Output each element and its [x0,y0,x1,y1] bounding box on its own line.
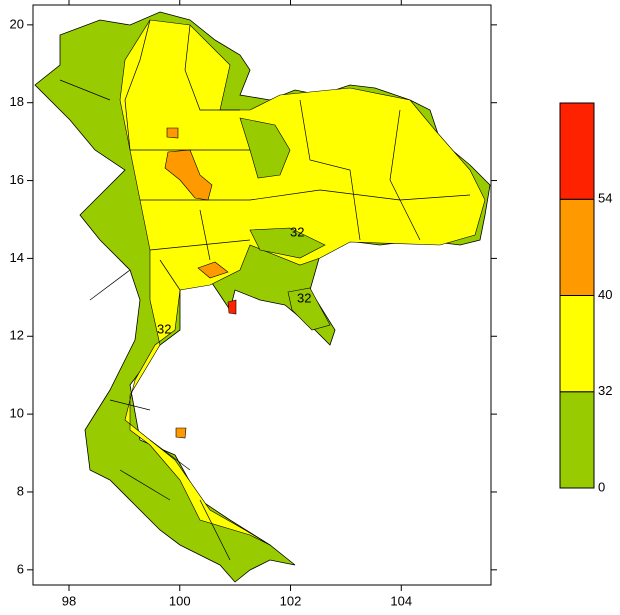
y-tick-label: 16 [10,172,24,187]
map-land [34,11,491,583]
plot-frame [32,4,492,586]
colorbar-bin [559,391,595,489]
y-tick-label: 18 [10,94,24,109]
colorbar-label: 0 [598,479,605,494]
region-orange [197,261,229,279]
y-tick-label: 14 [10,250,24,265]
region-yellow [119,19,486,546]
colorbar-bin [559,102,595,200]
contour-label: 32 [290,224,304,239]
region-green [249,227,326,259]
province-borders [59,19,471,561]
y-tick-label: 12 [10,328,24,343]
contour-label: 32 [157,321,171,336]
region-orange [166,127,179,139]
colorbar-label: 32 [598,383,612,398]
colorbar-bin [559,198,595,296]
y-tick-label: 8 [17,483,24,498]
region-red [227,299,237,315]
x-tick-label: 104 [390,593,412,608]
x-tick-label: 100 [169,593,191,608]
region-orange [175,427,187,439]
colorbar-label: 40 [598,287,612,302]
x-tick-label: 102 [280,593,302,608]
contour-label: 32 [297,290,311,305]
colorbar-bin [559,295,595,393]
y-tick-label: 20 [10,16,24,31]
colorbar-label: 54 [598,191,612,206]
y-tick-label: 10 [10,406,24,421]
x-tick-label: 98 [62,593,76,608]
region-green [287,287,331,331]
y-tick-label: 6 [17,561,24,576]
